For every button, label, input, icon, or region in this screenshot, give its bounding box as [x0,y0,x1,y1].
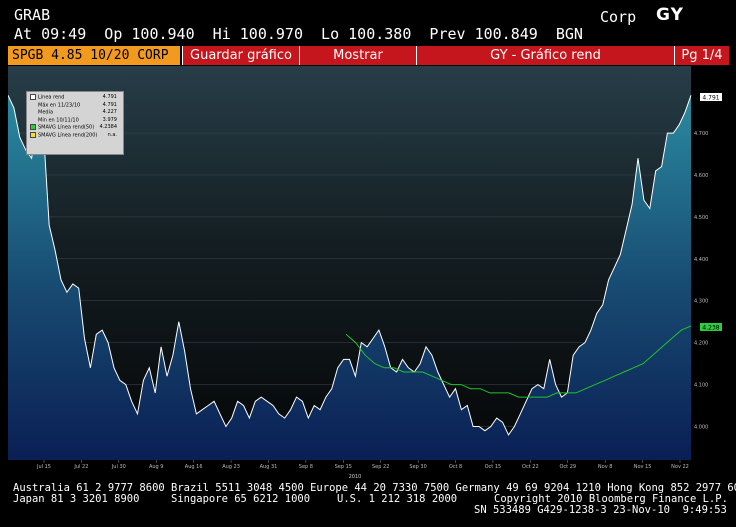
legend-value: n.a. [107,131,117,138]
yield-line [8,95,692,436]
x-tick-label: Nov 15 [634,464,652,470]
legend-label: Línea rend [38,94,65,101]
footer-serial: SN 533489 G429-1238-3 23-Nov-10 9:49:53 [474,504,727,516]
legend-label: SMAVG Línea rend(50) [38,124,95,131]
x-tick-label: Aug 23 [222,464,240,470]
quote-line: At 09:49 Op 100.940 Hi 100.970 Lo 100.38… [14,25,583,43]
legend-label: Máx en 11/23/10 [38,102,81,109]
x-tick-label: Oct 29 [559,464,576,470]
save-chart-button[interactable]: Guardar gráfico [182,46,299,65]
function-name: GRAB [14,6,51,24]
security-field[interactable]: SPGB 4.85 10/20 CORP [8,46,180,65]
page-indicator[interactable]: Pg 1/4 [674,46,729,65]
y-axis-ticks: 4.000 4.100 4.200 4.300 4.400 4.500 4.600 4.700 [694,131,708,430]
last-value-label: 4.791 [702,95,719,102]
x-tick-label: Jul 30 [111,464,126,470]
ma-value-tag: 4.238 [700,323,722,332]
yield-area [8,95,691,461]
legend-value: 4.791 [102,94,117,100]
legend-row: Máx en 11/23/10 4.791 [30,102,120,110]
x-tick-label: Sep 8 [299,464,313,470]
y-tick-label: 4.600 [694,173,708,179]
header: GRAB At 09:49 Op 100.940 Hi 100.970 Lo 1… [0,0,736,46]
command-name: GY [656,5,684,25]
legend-label: Media [38,109,54,116]
legend-swatch [30,94,36,100]
legend-value: 4.2384 [99,124,118,131]
legend-swatch [30,102,36,108]
legend-row: SMAVG Línea rend(50) 4.2384 [30,124,120,132]
x-tick-label: Jul 22 [73,464,88,470]
legend-row: Mín en 10/11/10 3.979 [30,117,120,125]
footer: Australia 61 2 9777 8600 Brazil 5511 304… [0,481,736,527]
legend-swatch [30,124,36,131]
footer-contacts-line1: Australia 61 2 9777 8600 Brazil 5511 304… [13,482,736,494]
legend-swatch [30,117,36,123]
footer-copyright: Copyright 2010 Bloomberg Finance L.P. [494,493,728,505]
show-button[interactable]: Mostrar [299,46,416,65]
y-tick-label: 4.400 [694,257,708,263]
legend-swatch [30,131,36,138]
x-tick-label: Nov 8 [598,464,613,470]
footer-singapore: Singapore 65 6212 1000 [171,493,311,505]
sma50-line [345,325,692,398]
x-tick-label: Sep 22 [372,464,389,470]
x-tick-label: Sep 30 [409,464,426,470]
x-tick-label: Aug 9 [149,464,164,470]
legend-row: Media 4.227 [30,109,120,117]
ma-value-label: 4.238 [702,325,719,332]
x-axis-ticks: Jul 15 Jul 22 Jul 30 Aug 9 Aug 16 Aug 23 Aug 3… [36,460,689,470]
y-tick-label: 4.300 [694,299,708,305]
x-tick-label: Oct 22 [522,464,539,470]
legend-row: SMAVG Línea rend(200) n.a. [30,131,120,140]
x-tick-label: Nov 22 [671,464,689,470]
x-tick-label: Oct 8 [449,464,462,470]
yellow-key: Corp [600,8,637,26]
y-tick-label: 4.500 [694,215,708,221]
y-tick-label: 4.700 [694,131,708,137]
x-axis-year: 2010 [349,474,362,480]
legend-value: 3.979 [102,116,117,123]
x-tick-label: Jul 15 [36,464,51,470]
legend-label: SMAVG Línea rend(200) [38,132,98,139]
y-tick-label: 4.200 [694,341,708,347]
x-tick-label: Aug 31 [260,464,278,470]
chart-legend: Línea rend 4.791 Máx en 11/23/10 4.791 Media… [26,91,124,155]
footer-japan: Japan 81 3 3201 8900 [13,493,140,505]
y-tick-label: 4.000 [694,424,708,430]
legend-value: 4.791 [102,101,117,108]
legend-swatch [30,109,36,115]
x-tick-label: Sep 15 [335,464,352,470]
last-value-tag: 4.791 [700,93,722,102]
legend-row: Línea rend 4.791 [30,94,120,102]
x-tick-label: Oct 15 [485,464,502,470]
legend-label: Mín en 10/11/10 [38,117,79,124]
legend-value: 4.227 [102,109,117,116]
y-tick-label: 4.100 [694,383,708,389]
footer-us: U.S. 1 212 318 2000 [337,493,458,505]
chart-title-button[interactable]: GY - Gráfico rend [416,46,674,65]
x-tick-label: Aug 16 [185,464,203,470]
